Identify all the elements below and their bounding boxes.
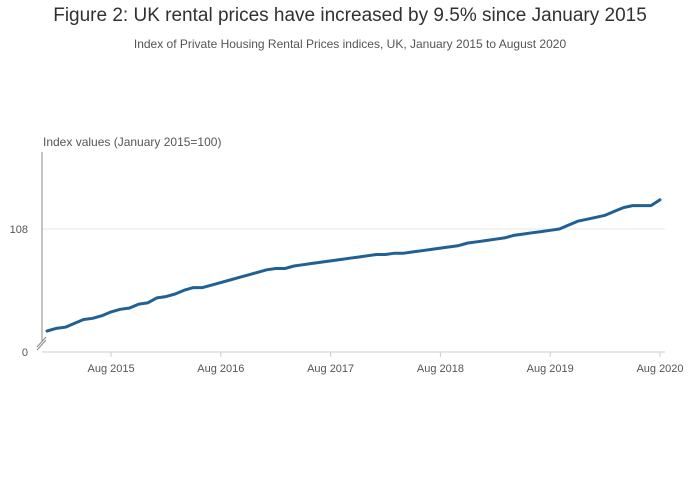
data-point[interactable] <box>566 222 572 228</box>
data-point[interactable] <box>245 272 251 278</box>
data-point[interactable] <box>511 232 517 238</box>
chart-subtitle: Index of Private Housing Rental Prices i… <box>133 37 567 51</box>
data-point[interactable] <box>337 257 343 263</box>
data-point[interactable] <box>53 325 59 331</box>
data-point[interactable] <box>154 295 160 301</box>
data-point[interactable] <box>620 205 626 211</box>
y-tick-labels: 0 108 <box>10 224 28 359</box>
data-point[interactable] <box>547 227 553 233</box>
data-point[interactable] <box>410 249 416 255</box>
data-point[interactable] <box>254 269 260 275</box>
data-point[interactable] <box>465 240 471 246</box>
data-point[interactable] <box>447 244 453 250</box>
data-point[interactable] <box>190 285 196 291</box>
data-point[interactable] <box>520 231 526 237</box>
data-point[interactable] <box>181 287 187 293</box>
data-point[interactable] <box>309 260 315 266</box>
data-point[interactable] <box>200 285 206 291</box>
data-point[interactable] <box>108 309 114 315</box>
data-point[interactable] <box>492 236 498 242</box>
data-point[interactable] <box>346 255 352 261</box>
data-point[interactable] <box>392 250 398 256</box>
data-point[interactable] <box>373 252 379 258</box>
y-tick-label: 108 <box>10 224 28 236</box>
data-point[interactable] <box>273 266 279 272</box>
data-point[interactable] <box>456 243 462 249</box>
axis-break-icon <box>36 336 47 351</box>
data-point[interactable] <box>163 294 169 300</box>
data-point[interactable] <box>556 226 562 232</box>
data-point[interactable] <box>630 203 636 209</box>
y-axis-label: Index values (January 2015=100) <box>43 135 221 149</box>
chart-title: Figure 2: UK rental prices have increase… <box>53 5 647 26</box>
data-point[interactable] <box>648 203 654 209</box>
data-point[interactable] <box>282 266 288 272</box>
data-point[interactable] <box>90 315 96 321</box>
data-point[interactable] <box>538 229 544 235</box>
data-point[interactable] <box>584 216 590 222</box>
y-tick-label: 0 <box>22 347 28 359</box>
x-tick-label: Aug 2018 <box>417 363 464 375</box>
data-point[interactable] <box>639 203 645 209</box>
data-point[interactable] <box>401 250 407 256</box>
data-point[interactable] <box>474 239 480 245</box>
series-line-rental-index <box>45 198 662 333</box>
data-point[interactable] <box>501 235 507 241</box>
data-point[interactable] <box>99 313 105 319</box>
data-point[interactable] <box>602 212 608 218</box>
x-tick-label: Aug 2015 <box>87 363 134 375</box>
data-point[interactable] <box>657 197 663 203</box>
data-point[interactable] <box>236 274 242 280</box>
data-point[interactable] <box>209 282 215 288</box>
data-point[interactable] <box>437 245 443 251</box>
data-point[interactable] <box>364 253 370 259</box>
data-point[interactable] <box>355 254 361 260</box>
data-point[interactable] <box>44 328 50 334</box>
data-point[interactable] <box>428 246 434 252</box>
x-tick-label: Aug 2019 <box>527 363 574 375</box>
data-point[interactable] <box>126 305 132 311</box>
data-point[interactable] <box>419 248 425 254</box>
data-point[interactable] <box>575 218 581 224</box>
data-point[interactable] <box>264 267 270 273</box>
data-point[interactable] <box>328 258 334 264</box>
data-point[interactable] <box>483 237 489 243</box>
x-tick-label: Aug 2020 <box>636 363 683 375</box>
data-point[interactable] <box>135 301 141 307</box>
data-point[interactable] <box>227 277 233 283</box>
data-point[interactable] <box>300 262 306 268</box>
data-point[interactable] <box>172 291 178 297</box>
x-tick-label: Aug 2017 <box>307 363 354 375</box>
data-point[interactable] <box>62 324 68 330</box>
data-point[interactable] <box>71 320 77 326</box>
data-point[interactable] <box>383 252 389 258</box>
x-tick-labels: Aug 2015 Aug 2016 Aug 2017 Aug 2018 Aug 2019… <box>87 352 684 375</box>
data-point[interactable] <box>291 263 297 269</box>
data-point[interactable] <box>81 317 87 323</box>
data-point[interactable] <box>611 208 617 214</box>
data-point[interactable] <box>218 280 224 286</box>
data-point[interactable] <box>145 300 151 306</box>
x-tick-label: Aug 2016 <box>197 363 244 375</box>
data-point[interactable] <box>529 230 535 236</box>
data-point[interactable] <box>117 306 123 312</box>
data-point[interactable] <box>318 259 324 265</box>
data-point[interactable] <box>593 214 599 220</box>
